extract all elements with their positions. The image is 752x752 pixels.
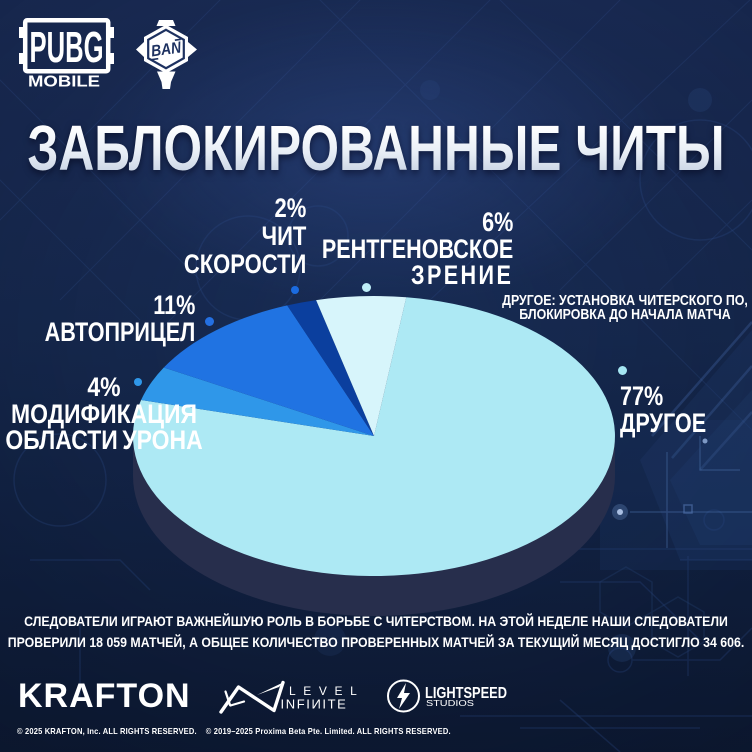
svg-text:LEVEL: LEVEL	[289, 684, 364, 698]
svg-text:MOBILE: MOBILE	[28, 74, 100, 90]
svg-text:INFIИITE: INFIИITE	[281, 697, 348, 712]
svg-text:BAN: BAN	[150, 39, 182, 60]
svg-text:PUBG: PUBG	[30, 23, 104, 72]
svg-text:STUDIOS: STUDIOS	[426, 699, 474, 708]
svg-text:LIGHTSPEED: LIGHTSPEED	[425, 685, 507, 702]
